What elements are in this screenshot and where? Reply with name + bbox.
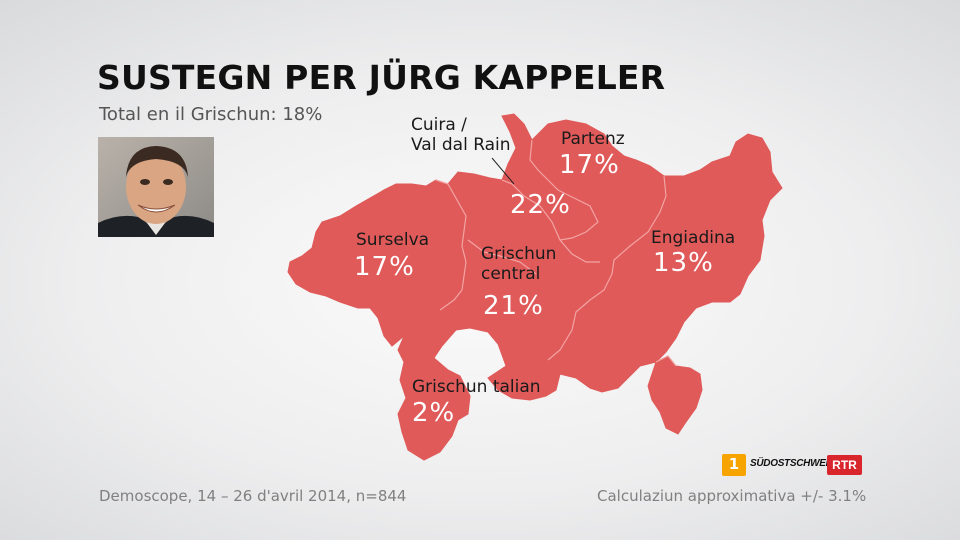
border-line [435,179,467,311]
region-label-cuira: Cuira / Val dal Rain [411,115,511,155]
region-value-grischun-talian: 2% [412,398,456,428]
region-value-cuira: 22% [510,190,571,220]
border-line [501,179,600,263]
portrait-image [98,137,214,237]
candidate-portrait [98,137,214,237]
region-shape-grischun-talian [397,309,471,461]
region-label-grischun-central: Grischun central [481,244,556,284]
total-subtitle: Total en il Grischun: 18% [99,104,323,125]
region-label-engiadina: Engiadina [651,228,736,248]
cuira-pointer-line [491,157,515,185]
source-footnote: Demoscope, 14 – 26 d'avril 2014, n=844 [99,487,407,505]
region-label-partenz: Partenz [561,129,625,149]
region-shape-val-mustair [647,355,703,435]
region-label-surselva: Surselva [356,230,430,250]
margin-footnote: Calculaziun approximativa +/- 3.1% [597,487,867,505]
region-shape-talian-east [487,359,561,401]
region-label-grischun-talian: Grischun talian [412,377,541,397]
radio-logo: 1 [722,454,746,476]
border-line [547,175,667,361]
border-line [655,355,677,367]
border-line [467,239,537,275]
cuira-label-line2: Val dal Rain [411,135,511,155]
region-value-engiadina: 13% [653,248,714,278]
region-value-grischun-central: 21% [483,291,544,321]
region-value-partenz: 17% [559,150,620,180]
central-label-line2: central [481,264,541,284]
border-line [529,139,599,241]
cuira-label-line1: Cuira / [411,115,467,135]
rtr-logo: RTR [827,455,862,475]
suedostschweiz-logo: SÜDOSTSCHWEIZ [750,458,834,469]
map-borders [435,139,677,367]
map-regions [287,113,783,461]
page-title: SUSTEGN PER JÜRG KAPPELER [97,58,666,97]
region-value-surselva: 17% [354,252,415,282]
central-label-line1: Grischun [481,244,557,264]
